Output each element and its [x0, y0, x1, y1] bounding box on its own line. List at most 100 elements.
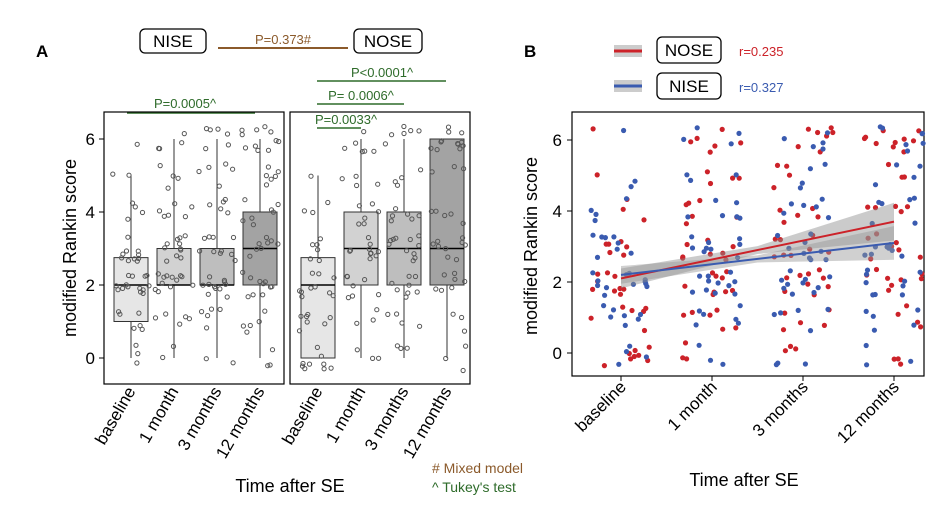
nose-scatter-point-3months-11: [820, 275, 827, 281]
nose-scatter-point-1month-3: [720, 326, 726, 332]
panel-b-plot-frame: [571, 111, 925, 377]
nose-point-3months-30: [393, 206, 399, 212]
nise-point-12months-22: [275, 241, 281, 247]
nise-point-baseline-38: [126, 172, 132, 178]
nose-point-baseline-32: [325, 199, 331, 206]
nose-box-baseline: [300, 257, 336, 359]
nise-point-3months-27: [206, 234, 212, 240]
nose-point-12months-37: [445, 124, 452, 130]
nose-scatter-point-1month-15: [724, 269, 730, 275]
nose-scatter-point-12months-22: [872, 205, 879, 211]
nose-point-baseline-4: [306, 361, 313, 367]
nise-point-12months-41: [276, 138, 282, 145]
nise-point-baseline-39: [134, 141, 140, 147]
nose-scatter-point-12months-2: [895, 356, 901, 362]
nose-scatter-point-1month-38: [707, 149, 713, 155]
nise-scatter-point-baseline-3: [643, 354, 650, 360]
nise-point-baseline-28: [125, 234, 131, 240]
nise-scatter-point-baseline-36: [628, 184, 634, 190]
nise-scatter-point-3months-40: [824, 130, 831, 136]
nose-box-12months: [429, 138, 465, 286]
nise-point-12months-7: [262, 308, 268, 314]
nise-scatter-point-12months-10: [899, 292, 906, 298]
nose-scatter-point-baseline-0: [631, 353, 637, 360]
nose-point-12months-8: [452, 276, 458, 282]
nise-scatter-point-1month-32: [719, 213, 726, 219]
nise-point-12months-36: [268, 176, 274, 182]
nose-scatter-point-3months-4: [821, 322, 828, 328]
nose-point-3months-7: [405, 290, 411, 296]
nise-scatter-point-1month-38: [728, 141, 734, 147]
nise-point-3months-2: [199, 309, 205, 315]
nise-plot-frame: [103, 111, 285, 385]
nise-scatter-point-1month-6: [737, 303, 743, 309]
nose-scatter-point-1month-30: [683, 221, 690, 227]
nose-point-1month-25: [375, 209, 382, 215]
nose-point-1month-10: [349, 293, 356, 299]
nise-scatter-point-1month-1: [720, 361, 726, 367]
nise-scatter-point-1month-10: [732, 279, 738, 285]
footnote-mixed-model: # Mixed model: [432, 460, 523, 476]
nise-point-3months-12: [224, 294, 230, 300]
nise-point-12months-17: [240, 269, 246, 275]
nise-scatter-point-3months-25: [786, 245, 792, 251]
nose-point-1month-1: [354, 347, 360, 353]
nise-point-baseline-26: [136, 252, 142, 258]
nise-point-1month-29: [164, 241, 170, 247]
nose-point-1month-32: [353, 173, 359, 179]
nose-point-1month-15: [375, 249, 381, 255]
nose-point-3months-41: [389, 132, 395, 138]
nise-point-12months-44: [262, 124, 268, 130]
nise-point-12months-14: [250, 292, 256, 298]
nise-point-baseline-12: [120, 285, 126, 291]
nise-point-baseline-16: [115, 287, 121, 293]
nose-point-3months-20: [390, 236, 396, 242]
nise-point-baseline-8: [117, 311, 123, 317]
nise-point-12months-49: [254, 127, 260, 133]
nise-scatter-point-12months-24: [899, 253, 905, 259]
nise-point-1month-34: [172, 201, 178, 207]
panel-a-y-ticks: 0 2 4 6: [86, 130, 104, 368]
nise-scatter-point-3months-34: [799, 180, 805, 186]
nise-scatter-point-1month-12: [689, 289, 696, 295]
nose-scatter-point-baseline-17: [604, 270, 611, 276]
nose-scatter-point-baseline-2: [632, 347, 638, 354]
nise-point-1month-13: [169, 274, 175, 280]
nose-scatter-point-3months-35: [795, 144, 801, 150]
nose-scatter-point-12months-18: [896, 247, 902, 253]
nise-scatter-point-baseline-10: [635, 316, 641, 322]
nise-xlabel-1month: 1 month: [135, 384, 182, 447]
panel-a-xlabel: Time after SE: [235, 476, 344, 496]
nose-scatter-point-12months-3: [918, 324, 924, 330]
nose-scatter-point-1month-13: [713, 273, 719, 279]
panel-b-ytick-label-4: 4: [553, 202, 562, 221]
nose-scatter-point-12months-28: [885, 161, 892, 168]
nose-point-12months-14: [445, 254, 451, 260]
nose-scatter-point-3months-13: [797, 272, 803, 278]
nise-point-baseline-36: [132, 204, 138, 210]
nise-scatter-point-12months-0: [908, 358, 914, 364]
legend-nose-label: NOSE: [665, 41, 713, 60]
nose-scatter-point-baseline-11: [629, 307, 635, 314]
nise-scatter-point-12months-30: [907, 197, 913, 203]
nise-scatter-point-baseline-7: [621, 313, 628, 319]
nise-point-12months-26: [249, 215, 255, 221]
nose-point-12months-4: [450, 311, 456, 317]
nise-scatter-point-1month-35: [684, 172, 690, 178]
nose-point-3months-14: [406, 273, 412, 279]
nose-scatter-point-1month-33: [704, 169, 711, 175]
nise-scatter-point-3months-8: [785, 281, 791, 287]
panel-b-ytick-label-6: 6: [553, 131, 562, 150]
nise-point-12months-1: [269, 347, 276, 353]
nose-point-1month-23: [362, 215, 368, 221]
nise-point-3months-0: [203, 356, 209, 362]
nise-scatter-point-1month-41: [736, 130, 742, 136]
nise-point-3months-17: [211, 284, 218, 290]
nose-header-box: [353, 28, 423, 54]
nose-point-1month-18: [366, 246, 372, 252]
nise-box-1month: [156, 248, 192, 286]
nose-scatter-point-3months-22: [807, 246, 813, 252]
nise-point-1month-43: [179, 140, 185, 146]
nose-point-12months-27: [451, 164, 457, 170]
